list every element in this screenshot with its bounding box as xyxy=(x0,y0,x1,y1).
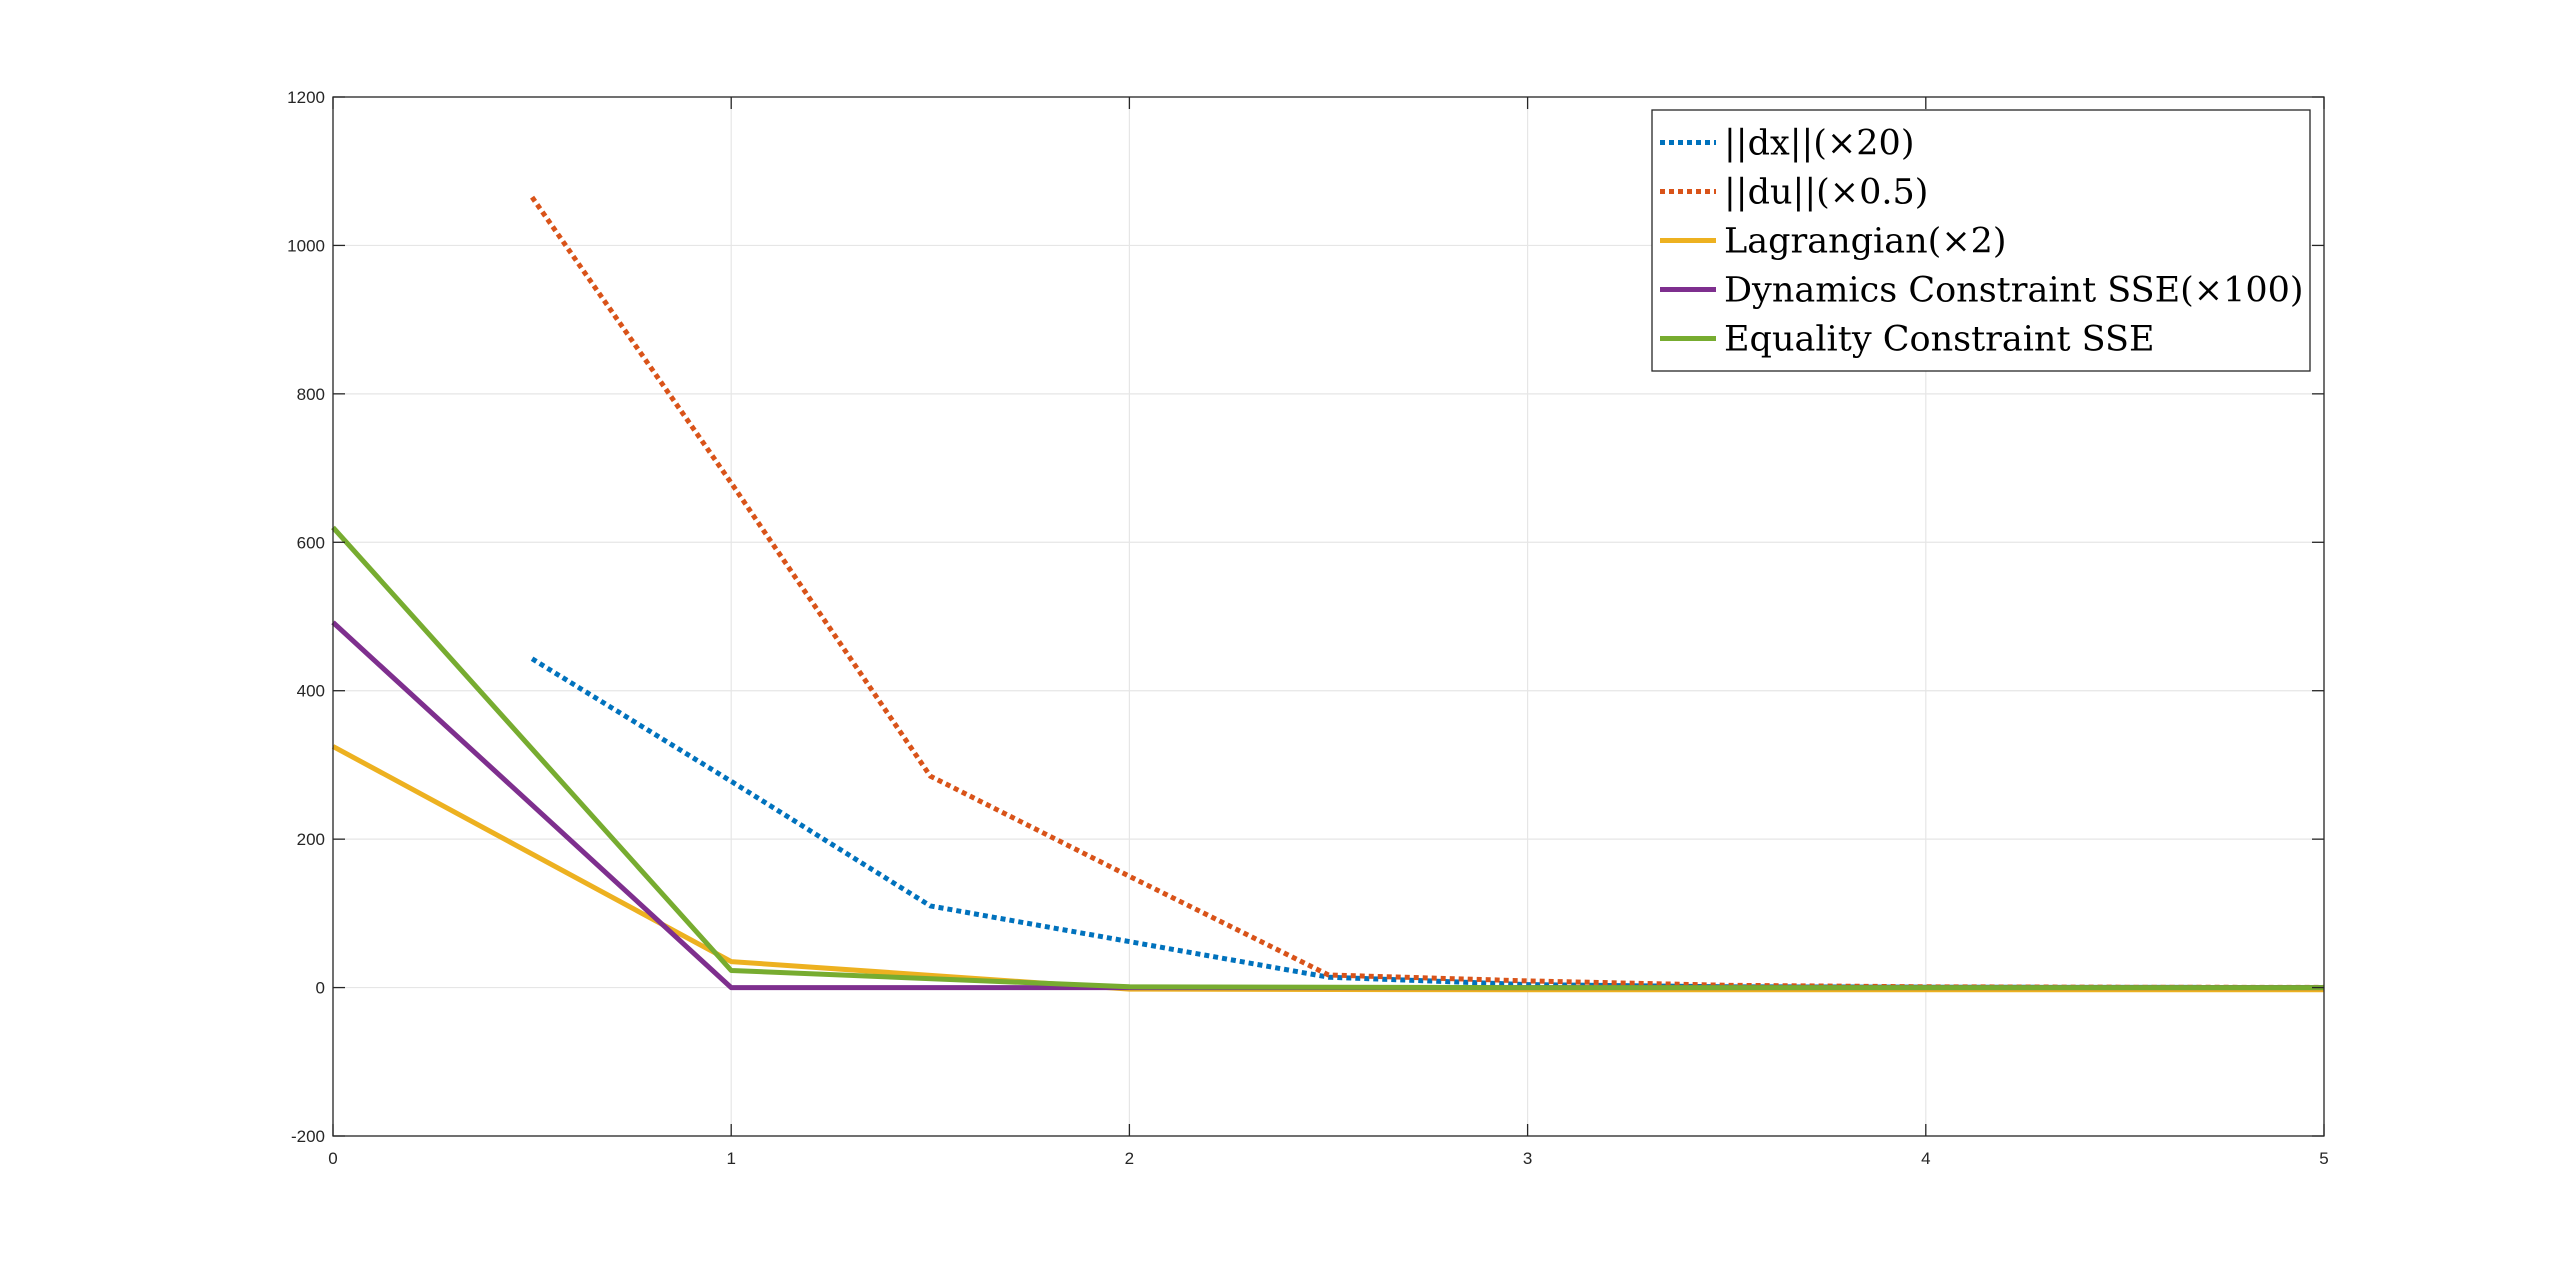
x-tick-label: 1 xyxy=(726,1149,735,1168)
y-tick-label: -200 xyxy=(291,1127,325,1146)
legend-label: Lagrangian(×2) xyxy=(1724,222,2007,262)
y-tick-label: 1200 xyxy=(287,88,325,107)
legend: ||dx||(×20) ||du||(×0.5) Lagrangian(×2) Dyn… xyxy=(1651,109,2311,372)
x-tick-label: 4 xyxy=(1921,1149,1930,1168)
series-line-2 xyxy=(530,195,2325,990)
y-tick-label: 800 xyxy=(297,385,325,404)
y-tick-label: 400 xyxy=(297,682,325,701)
x-tick-label: 0 xyxy=(328,1149,337,1168)
y-tick-label: 600 xyxy=(297,533,325,552)
legend-label: ||dx||(×20) xyxy=(1724,124,1914,164)
y-tick-label: 0 xyxy=(316,979,325,998)
legend-label: Dynamics Constraint SSE(×100) xyxy=(1724,271,2304,311)
legend-label: Equality Constraint SSE xyxy=(1724,320,2155,360)
y-tick-label: 1000 xyxy=(287,236,325,255)
x-tick-label: 5 xyxy=(2319,1149,2328,1168)
x-tick-label: 3 xyxy=(1523,1149,1532,1168)
y-tick-label: 200 xyxy=(297,830,325,849)
legend-box xyxy=(1651,109,2311,372)
axes xyxy=(332,96,2325,1137)
series-line-5 xyxy=(331,525,2324,991)
series-lines xyxy=(331,195,2325,993)
x-tick-label: 2 xyxy=(1125,1149,1134,1168)
axes-box xyxy=(332,96,2325,1137)
legend-label: ||du||(×0.5) xyxy=(1724,173,1928,213)
